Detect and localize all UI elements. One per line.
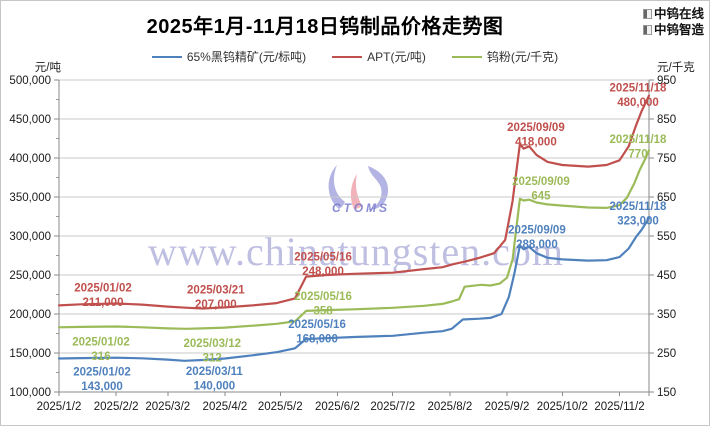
brand-logo-icon [642, 25, 652, 35]
x-axis-tick-label: 2025/11/2 [594, 401, 644, 413]
brand-line-1: 中钨在线 [642, 6, 704, 22]
x-axis-tick-label: 2025/9/2 [485, 401, 530, 413]
data-label: 2025/05/16 358 [294, 291, 352, 318]
legend-line-swatch [451, 55, 482, 58]
x-axis-tick-label: 2025/6/2 [315, 401, 360, 413]
data-label: 2025/03/11 140,000 [186, 366, 244, 393]
right-axis-tick-label: 950 [657, 75, 676, 87]
data-label: 2025/09/09 418,000 [507, 122, 565, 149]
right-axis-tick-label: 850 [657, 114, 676, 126]
right-axis-unit-label: 元/千克 [657, 62, 695, 74]
chart-legend: 65%黑钨精矿(元/标吨) APT(元/吨) 钨粉(元/千克) [1, 48, 709, 65]
data-label: 2025/09/09 645 [512, 176, 570, 203]
left-axis-tick-label: 100,000 [9, 387, 51, 399]
legend-label: APT(元/吨) [367, 50, 426, 64]
right-axis-tick-label: 650 [657, 192, 676, 204]
data-label: 2025/05/16 168,000 [288, 319, 346, 346]
x-axis-tick-label: 2025/4/2 [203, 401, 248, 413]
page-title: 2025年1月-11月18日钨制品价格走势图 [146, 16, 504, 38]
brand-line-2: 中钨智造 [642, 22, 704, 38]
left-axis-tick-label: 500,000 [9, 75, 51, 87]
legend-item-1: APT(元/吨) [332, 48, 426, 65]
brand-label: 中钨智造 [653, 23, 704, 37]
watermark-logo-text: CTOMS [331, 201, 391, 215]
data-label: 2025/11/18 323,000 [610, 201, 668, 228]
right-axis-tick-label: 250 [657, 348, 676, 360]
left-axis-tick-label: 450,000 [9, 114, 51, 126]
x-axis-tick-label: 2025/3/2 [145, 401, 190, 413]
data-label: 2025/03/21 207,000 [187, 285, 245, 312]
x-axis-tick-label: 2025/8/2 [427, 401, 472, 413]
right-axis-tick-label: 150 [657, 387, 676, 399]
left-axis-unit-label: 元/吨 [34, 62, 61, 74]
x-axis-tick-label: 2025/10/2 [537, 401, 588, 413]
data-label: 2025/11/18 480,000 [610, 83, 668, 110]
left-axis-tick-label: 150,000 [9, 348, 51, 360]
left-axis-tick-label: 350,000 [9, 192, 51, 204]
x-axis-tick-label: 2025/1/2 [37, 401, 82, 413]
legend-line-swatch [151, 55, 182, 58]
x-axis-tick-label: 2025/2/2 [94, 401, 139, 413]
x-axis-tick-label: 2025/7/2 [370, 401, 415, 413]
data-label: 2025/03/12 312 [183, 338, 241, 365]
legend-label: 钨粉(元/千克) [486, 50, 559, 64]
legend-item-2: 钨粉(元/千克) [451, 48, 559, 65]
legend-label: 65%黑钨精矿(元/标吨) [186, 50, 307, 64]
legend-item-0: 65%黑钨精矿(元/标吨) [151, 48, 307, 65]
left-axis-tick-label: 400,000 [9, 153, 51, 165]
brand-label: 中钨在线 [653, 7, 704, 21]
left-axis-tick-label: 200,000 [9, 309, 51, 321]
legend-line-swatch [332, 55, 363, 58]
brand-block: 中钨在线 中钨智造 [642, 6, 704, 38]
watermark-text: www.chinatungsten.com [147, 229, 565, 274]
x-axis-tick-label: 2025/5/2 [258, 401, 303, 413]
data-label: 2025/11/18 770 [610, 134, 668, 161]
right-axis-tick-label: 350 [657, 309, 676, 321]
data-label: 2025/01/02 211,000 [74, 282, 132, 309]
right-axis-tick-label: 750 [657, 153, 676, 165]
data-label: 2025/01/02 316 [72, 336, 130, 363]
data-label: 2025/01/02 143,000 [73, 366, 131, 393]
brand-logo-icon [642, 9, 652, 19]
